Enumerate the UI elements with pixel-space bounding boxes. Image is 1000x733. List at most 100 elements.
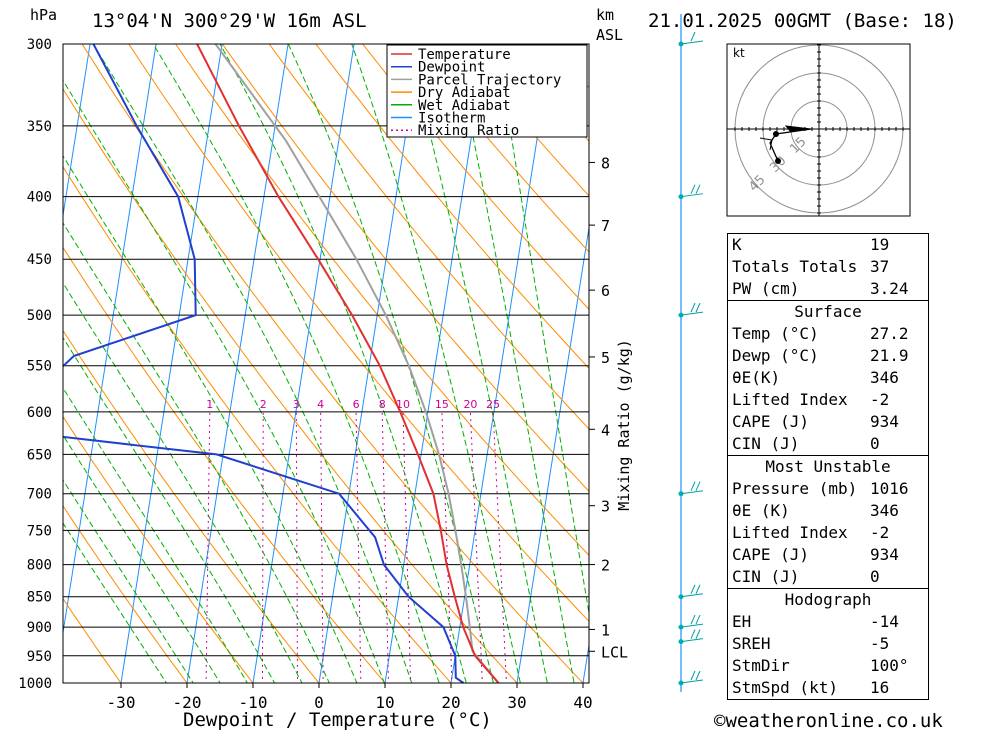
k-index-row: K 19 [728,234,928,256]
wind-barb-feather [690,584,696,594]
temp-tick-label: -30 [107,693,136,712]
legend-label: Mixing Ratio [418,123,519,139]
km-tick-label: 3 [601,498,610,516]
wind-barb-feather [695,584,701,594]
station-location: 13°04'N 300°29'W 16m ASL [92,10,367,32]
mixing-ratio-label: 3 [293,398,300,411]
isotherm-line [63,44,91,219]
wind-barb-shaft [680,40,704,45]
surface-row-value: 0 [870,434,880,453]
wet-adiabat-line [63,154,358,683]
storm-motion-arrow [784,125,812,132]
km-tick-label: 6 [601,282,610,300]
mixing-ratio-line [205,411,211,683]
most-unstable-section: Most Unstable Pressure (mb) 1016 θE (K) 346… [728,455,928,588]
temp-tick-label: -10 [239,693,268,712]
dry-adiabat-line [268,44,589,430]
wind-barb-feather [690,629,696,639]
pressure-tick-label: 550 [27,359,52,375]
mixing-ratio-label: 20 [463,398,477,411]
mixing-ratio-label: 15 [435,398,449,411]
chart-profiles [63,44,500,683]
dry-adiabat-line [63,246,386,683]
wind-profile [678,14,704,692]
temp-tick-label: 40 [573,693,592,712]
hodo-row-value: 16 [870,678,890,697]
wind-barb-shaft [680,679,704,684]
wet-adiabat-line [495,44,589,616]
surface-row: Lifted Index -2 [728,389,928,411]
wind-barb-feather [695,302,701,313]
wind-barb-shaft [680,193,704,198]
isotherm-line [63,44,157,636]
surface-row: Dewp (°C) 21.9 [728,345,928,367]
hodograph-point [775,158,781,164]
surface-row-label: CAPE (J) [732,412,810,431]
mixing-ratio-line [402,411,412,683]
hodograph-point [773,131,779,137]
km-tick-label: 1 [601,621,610,639]
pressure-tick-label: 300 [27,37,52,53]
surface-row-label: θE(K) [732,368,781,387]
pressure-tick-label: 450 [27,252,52,268]
pw-label: PW (cm) [732,279,800,298]
pw-value: 3.24 [870,279,909,298]
temp-tick-label: 30 [507,693,526,712]
surface-title: Surface [794,302,862,321]
km-tick-label: LCL [601,643,628,661]
temp-tick-label: -20 [173,693,202,712]
wind-barb-feather [695,614,701,625]
dewpoint-line [63,44,465,683]
mixing-ratio-label: 25 [486,398,500,411]
temp-tick-label: 10 [375,693,394,712]
wind-barb-feather [690,481,696,491]
km-tick-label: 5 [601,349,610,367]
pressure-tick-label: 350 [27,119,52,135]
dry-adiabat-line [63,597,122,683]
wet-adiabat-line [453,44,575,683]
legend-label: Dry Adiabat [418,85,511,101]
unstable-row: θE (K) 346 [728,500,928,522]
surface-row: CIN (J) 0 [728,433,928,455]
hodo-row-value: -14 [870,612,899,631]
dry-adiabat-line [455,44,589,197]
isotherm-line [120,44,223,683]
mixing-ratio-label: 4 [317,398,324,411]
km-label: km [596,6,615,24]
mixing-ratio-label: 8 [379,398,386,411]
mixing-ratio-line [381,411,389,683]
wind-barb-shaft [680,638,704,643]
surface-row-value: 346 [870,368,899,387]
hodograph-section: Hodograph EH -14 SREH -5 StmDir 100° StmSpd (k… [728,588,928,699]
pressure-tick-label: 950 [27,649,52,665]
isotherm-line [516,224,589,683]
wind-barb-feather [695,670,701,681]
surface-row-value: 934 [870,412,899,431]
legend-label: Dewpoint [418,60,485,76]
credit-link[interactable]: ©weatheronline.co.uk [714,710,943,732]
legend-box [386,44,588,138]
hodo-row-label: EH [732,612,752,631]
chart-axes: 1 2 3 4 6 8 10 15 20 2530035040045050055060065070… [18,37,628,712]
surface-row-value: 21.9 [870,346,909,365]
pressure-tick-label: 800 [27,558,52,574]
mixing-ratio-label: 2 [260,398,267,411]
hodo-row-label: SREH [732,634,771,653]
legend-label: Isotherm [418,111,485,127]
wind-barb-feather [695,184,701,194]
hodo-row-value: -5 [870,634,890,653]
unstable-row-label: θE (K) [732,501,790,520]
wet-adiabat-line [63,479,194,683]
hodograph-unit: kt [733,46,745,60]
x-axis-title: Dewpoint / Temperature (°C) [183,709,492,731]
isotherm-line [252,44,355,683]
wind-barb-shaft [680,490,704,495]
hodo-row: StmSpd (kt) 16 [728,677,928,699]
totals-value: 37 [870,257,890,276]
temp-tick-label: 0 [314,693,324,712]
pressure-tick-label: 1000 [18,676,52,692]
wet-adiabat-line [63,522,167,683]
totals-label: Totals Totals [732,257,858,276]
